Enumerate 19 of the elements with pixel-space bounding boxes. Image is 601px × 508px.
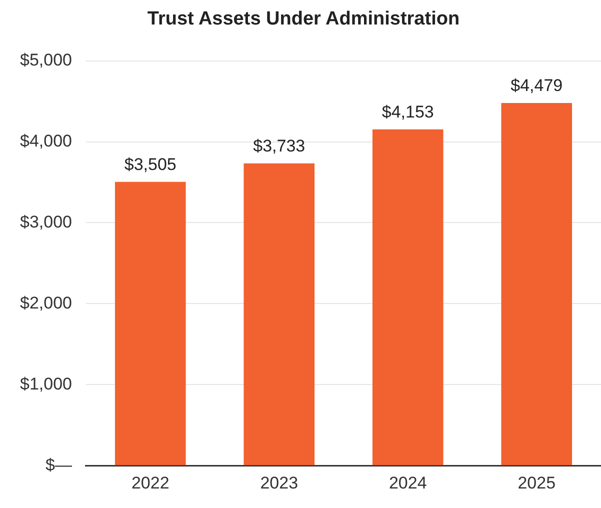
x-tick-label: 2025 — [518, 473, 556, 492]
data-label: $3,505 — [124, 155, 176, 174]
bar — [372, 129, 444, 466]
data-label: $3,733 — [253, 136, 306, 156]
x-tick-label: 2024 — [388, 473, 427, 492]
x-tick-label: 2023 — [260, 473, 298, 492]
y-tick-label: $5,000 — [20, 50, 72, 70]
y-tick-label: $3,000 — [20, 212, 72, 232]
x-tick-label: 2022 — [131, 473, 170, 492]
data-label: $4,153 — [382, 102, 434, 122]
bar — [244, 163, 315, 466]
y-tick-label: $2,000 — [20, 293, 72, 312]
chart-title: Trust Assets Under Administration — [147, 8, 460, 30]
bar — [114, 182, 186, 466]
y-tick-label: $— — [46, 455, 72, 474]
data-label: $4,479 — [510, 76, 563, 96]
y-tick-label: $1,000 — [20, 374, 72, 394]
y-tick-label: $4,000 — [20, 131, 72, 150]
bar — [501, 102, 572, 466]
